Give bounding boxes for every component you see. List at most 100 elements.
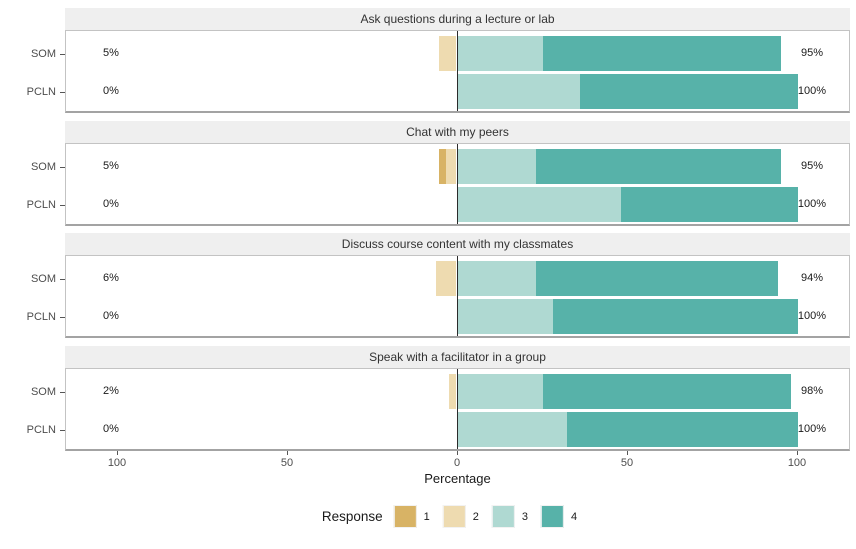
panel-title: Chat with my peers bbox=[65, 121, 850, 143]
bar-segment-response-4 bbox=[543, 36, 781, 71]
x-axis-tick bbox=[627, 451, 628, 455]
zero-reference-line bbox=[457, 369, 458, 449]
facet-panel: Ask questions during a lecture or lab SOM… bbox=[27, 8, 850, 113]
bar-segment-response-3 bbox=[458, 261, 537, 296]
positive-total-label: 100% bbox=[797, 198, 827, 210]
bar-segment-response-3 bbox=[458, 412, 567, 447]
y-axis-tick bbox=[60, 92, 65, 93]
bar-negative-group bbox=[435, 261, 456, 296]
panel-title: Speak with a facilitator in a group bbox=[65, 346, 850, 368]
bar-segment-response-4 bbox=[536, 149, 781, 184]
legend-swatch-response-1 bbox=[393, 505, 417, 528]
y-axis-tick bbox=[60, 167, 65, 168]
y-axis-tick bbox=[60, 205, 65, 206]
bar-segment-response-4 bbox=[566, 412, 798, 447]
x-axis-tick-label: 100 bbox=[787, 457, 807, 469]
bar-positive-group bbox=[458, 261, 778, 296]
bar-positive-group bbox=[458, 187, 798, 222]
bar-segment-response-3 bbox=[458, 187, 622, 222]
positive-total-label: 95% bbox=[800, 47, 824, 59]
bar-segment-response-4 bbox=[543, 374, 792, 409]
positive-total-label: 100% bbox=[797, 85, 827, 97]
bar-segment-response-3 bbox=[458, 374, 543, 409]
negative-total-label: 5% bbox=[103, 160, 119, 172]
negative-total-label: 0% bbox=[103, 198, 119, 210]
bar-segment-response-4 bbox=[536, 261, 778, 296]
bar-segment-response-2 bbox=[445, 149, 456, 184]
positive-total-label: 94% bbox=[800, 272, 824, 284]
y-axis-label: SOM bbox=[30, 385, 56, 398]
facet-panel: Speak with a facilitator in a group SOM 2%… bbox=[27, 346, 850, 451]
facet-panel: Discuss course content with my classmate… bbox=[27, 233, 850, 338]
panel-plot-area: SOM 5% 95% PCLN 0% 100% bbox=[27, 30, 850, 113]
x-axis-tick bbox=[457, 451, 458, 455]
y-axis-label: PCLN bbox=[26, 198, 56, 211]
zero-reference-line bbox=[457, 31, 458, 111]
zero-reference-line bbox=[457, 144, 458, 224]
x-axis-title: Percentage bbox=[424, 471, 491, 486]
bar-positive-group bbox=[458, 74, 798, 109]
x-axis: 100 50 0 50 100 bbox=[65, 451, 850, 473]
bar-positive-group bbox=[458, 299, 798, 334]
negative-total-label: 5% bbox=[103, 47, 119, 59]
bar-segment-response-3 bbox=[458, 149, 537, 184]
x-axis-tick bbox=[287, 451, 288, 455]
panel-plot-area: SOM 2% 98% PCLN 0% 100% bbox=[27, 368, 850, 451]
negative-total-label: 0% bbox=[103, 310, 119, 322]
bar-positive-group bbox=[458, 36, 781, 71]
positive-total-label: 95% bbox=[800, 160, 824, 172]
y-axis-tick bbox=[60, 279, 65, 280]
panel-title: Discuss course content with my classmate… bbox=[65, 233, 850, 255]
facet-panel: Chat with my peers SOM 5% 95% PCLN 0% 100% bbox=[27, 121, 850, 226]
bar-positive-group bbox=[458, 412, 798, 447]
negative-total-label: 2% bbox=[103, 385, 119, 397]
y-axis-tick bbox=[60, 392, 65, 393]
bar-positive-group bbox=[458, 149, 781, 184]
y-axis-label: SOM bbox=[30, 47, 56, 60]
bar-segment-response-4 bbox=[580, 74, 798, 109]
panel-title: Ask questions during a lecture or lab bbox=[65, 8, 850, 30]
negative-total-label: 6% bbox=[103, 272, 119, 284]
legend-label-response-4: 4 bbox=[571, 510, 578, 523]
bar-segment-response-3 bbox=[458, 74, 581, 109]
x-axis-tick bbox=[117, 451, 118, 455]
bar-segment-response-2 bbox=[439, 36, 456, 71]
bar-segment-response-3 bbox=[458, 36, 543, 71]
negative-total-label: 0% bbox=[103, 85, 119, 97]
y-axis-label: SOM bbox=[30, 272, 56, 285]
legend-label-response-3: 3 bbox=[521, 510, 529, 523]
legend-swatch-response-3 bbox=[491, 505, 515, 528]
bar-segment-response-4 bbox=[621, 187, 798, 222]
bar-negative-group bbox=[449, 374, 456, 409]
legend-title: Response bbox=[321, 509, 383, 524]
positive-total-label: 100% bbox=[797, 423, 827, 435]
y-axis-tick bbox=[60, 317, 65, 318]
legend-swatch-response-2 bbox=[442, 505, 466, 528]
x-axis-tick bbox=[797, 451, 798, 455]
y-axis-label: SOM bbox=[30, 160, 56, 173]
zero-reference-line bbox=[457, 256, 458, 336]
x-axis-tick-label: 50 bbox=[280, 457, 294, 469]
bar-positive-group bbox=[458, 374, 792, 409]
bar-negative-group bbox=[439, 36, 456, 71]
legend-swatch-response-4 bbox=[541, 505, 565, 528]
bar-segment-response-2 bbox=[435, 261, 456, 296]
bar-segment-response-2 bbox=[449, 374, 456, 409]
legend-label-response-1: 1 bbox=[423, 510, 430, 523]
y-axis-label: PCLN bbox=[26, 85, 56, 98]
positive-total-label: 100% bbox=[797, 310, 827, 322]
y-axis-label: PCLN bbox=[26, 310, 56, 323]
bar-segment-response-1 bbox=[439, 149, 446, 184]
bar-segment-response-3 bbox=[458, 299, 554, 334]
negative-total-label: 0% bbox=[103, 423, 119, 435]
positive-total-label: 98% bbox=[800, 385, 824, 397]
legend: Response 1 2 3 4 bbox=[322, 505, 590, 528]
y-axis-label: PCLN bbox=[26, 423, 56, 436]
x-axis-tick-label: 0 bbox=[453, 457, 461, 469]
y-axis-tick bbox=[60, 54, 65, 55]
legend-label-response-2: 2 bbox=[472, 510, 479, 523]
bar-segment-response-4 bbox=[553, 299, 798, 334]
panel-plot-area: SOM 5% 95% PCLN 0% 100% bbox=[27, 143, 850, 226]
panel-plot-area: SOM 6% 94% PCLN 0% 100% bbox=[27, 255, 850, 338]
